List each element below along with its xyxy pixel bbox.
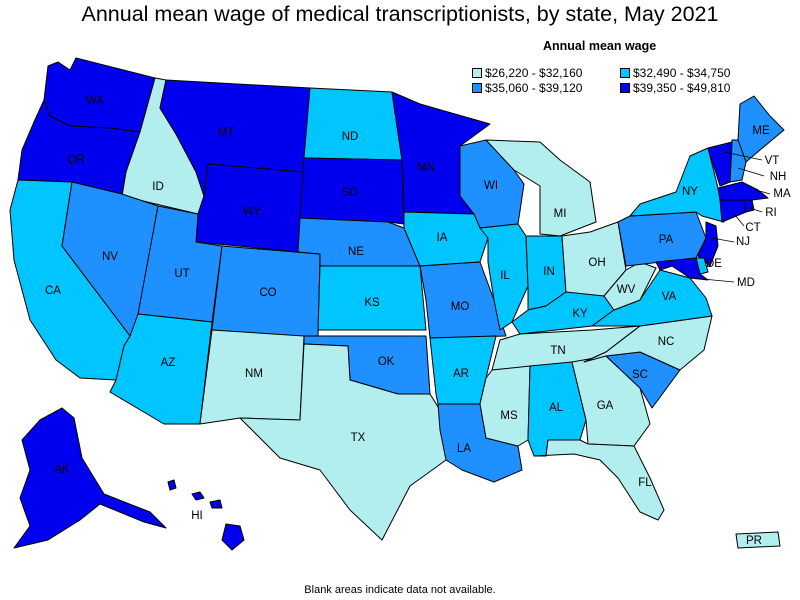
- label-UT: UT: [174, 268, 189, 280]
- label-WI: WI: [484, 180, 498, 192]
- state-TX[interactable]: [239, 343, 447, 541]
- label-MN: MN: [417, 162, 435, 174]
- label-MI: MI: [554, 208, 567, 220]
- label-HI: HI: [191, 510, 203, 522]
- leader-line-RI: [749, 207, 763, 213]
- label-AK: AK: [54, 464, 70, 476]
- state-MI[interactable]: [485, 139, 597, 237]
- leader-line-CT: [733, 213, 745, 227]
- label-NH: NH: [770, 171, 787, 183]
- label-KY: KY: [572, 308, 588, 320]
- legend-item-bin-2: $32,490 - $34,750: [620, 66, 730, 80]
- label-AL: AL: [549, 402, 564, 414]
- label-LA: LA: [457, 443, 471, 455]
- leader-line-MA: [755, 189, 771, 195]
- label-ID: ID: [152, 181, 164, 193]
- state-ND[interactable]: [303, 87, 403, 161]
- legend-label: $39,350 - $49,810: [633, 81, 731, 95]
- state-AK[interactable]: [13, 407, 167, 549]
- label-IL: IL: [500, 270, 510, 282]
- label-WA: WA: [86, 95, 104, 107]
- label-NM: NM: [245, 368, 263, 380]
- label-CT: CT: [745, 222, 760, 234]
- label-DE: DE: [706, 258, 722, 270]
- label-OH: OH: [588, 257, 605, 269]
- state-NC[interactable]: [583, 315, 713, 371]
- footnote: Blank areas indicate data not available.: [304, 584, 496, 596]
- legend-item-bin-1: $26,220 - $32,160: [472, 66, 582, 80]
- label-VT: VT: [765, 155, 780, 167]
- state-FL[interactable]: [533, 439, 665, 521]
- label-MT: MT: [218, 127, 235, 139]
- state-AZ[interactable]: [109, 313, 213, 425]
- label-MA: MA: [773, 188, 791, 200]
- state-KS[interactable]: [317, 265, 427, 331]
- leader-line-VT: [723, 151, 763, 161]
- state-IL[interactable]: [479, 223, 529, 331]
- legend-label: $35,060 - $39,120: [485, 81, 583, 95]
- label-WV: WV: [617, 284, 636, 296]
- state-HI[interactable]: [167, 479, 245, 551]
- state-MO[interactable]: [419, 261, 507, 339]
- label-WY: WY: [243, 206, 262, 218]
- label-PR: PR: [746, 535, 762, 547]
- legend-swatch: [472, 68, 482, 78]
- label-OK: OK: [378, 356, 395, 368]
- label-NV: NV: [102, 251, 118, 263]
- legend-item-bin-3: $35,060 - $39,120: [472, 81, 582, 95]
- label-VA: VA: [662, 291, 677, 303]
- legend-item-bin-4: $39,350 - $49,810: [620, 81, 730, 95]
- state-VT[interactable]: [707, 141, 733, 187]
- label-MS: MS: [500, 410, 518, 422]
- label-NC: NC: [658, 336, 675, 348]
- label-NJ: NJ: [736, 236, 750, 248]
- label-CO: CO: [259, 287, 276, 299]
- state-NJ[interactable]: [697, 221, 719, 267]
- legend-title: Annual mean wage: [543, 39, 657, 53]
- label-CA: CA: [45, 285, 61, 297]
- label-IN: IN: [543, 266, 555, 278]
- legend-label: $32,490 - $34,750: [633, 66, 731, 80]
- label-TX: TX: [351, 432, 366, 444]
- label-KS: KS: [364, 297, 380, 309]
- state-SD[interactable]: [299, 157, 405, 225]
- label-IA: IA: [437, 232, 448, 244]
- label-SC: SC: [632, 369, 648, 381]
- leader-line-MD: [691, 277, 735, 283]
- label-NY: NY: [682, 186, 698, 198]
- label-ND: ND: [342, 131, 359, 143]
- label-TN: TN: [550, 345, 565, 357]
- label-OR: OR: [67, 154, 84, 166]
- state-PR[interactable]: [735, 531, 781, 549]
- leader-line-NH: [737, 167, 765, 177]
- label-FL: FL: [638, 477, 652, 489]
- state-KY[interactable]: [511, 291, 615, 335]
- state-CT[interactable]: [719, 199, 747, 223]
- label-ME: ME: [752, 125, 770, 137]
- label-AZ: AZ: [161, 357, 176, 369]
- label-SD: SD: [342, 187, 358, 199]
- label-RI: RI: [765, 207, 777, 219]
- label-MD: MD: [737, 277, 755, 289]
- label-AR: AR: [453, 368, 469, 380]
- legend-swatch: [620, 83, 630, 93]
- legend-swatch: [472, 83, 482, 93]
- label-PA: PA: [659, 234, 674, 246]
- label-GA: GA: [597, 400, 614, 412]
- map-title: Annual mean wage of medical transcriptio…: [81, 2, 719, 26]
- leader-line-NJ: [711, 237, 735, 243]
- label-MO: MO: [451, 301, 470, 313]
- legend-swatch: [620, 68, 630, 78]
- state-MS[interactable]: [479, 365, 531, 447]
- label-NE: NE: [348, 246, 364, 258]
- legend-label: $26,220 - $32,160: [485, 66, 583, 80]
- state-WV[interactable]: [603, 261, 657, 311]
- state-NY[interactable]: [629, 147, 725, 223]
